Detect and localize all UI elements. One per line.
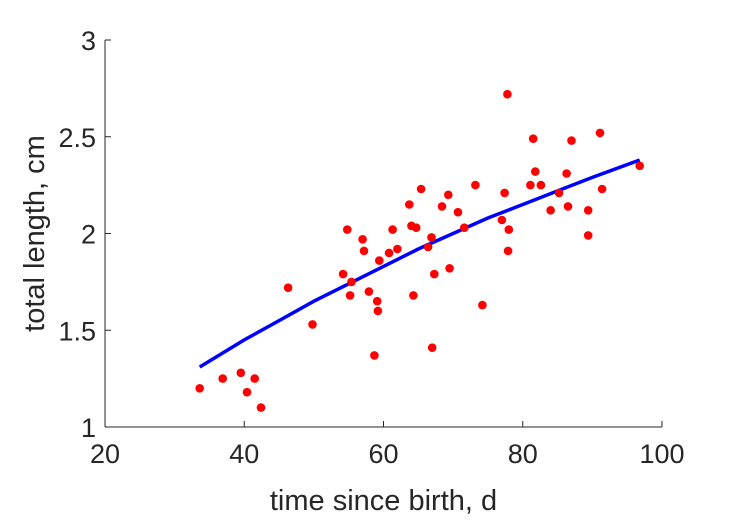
data-point	[358, 235, 367, 244]
data-point	[444, 190, 453, 200]
data-point	[437, 202, 447, 211]
data-point	[256, 403, 266, 412]
data-point	[427, 343, 437, 353]
data-point	[195, 384, 204, 393]
data-point	[635, 161, 644, 171]
x-tick-label: 60	[368, 439, 398, 469]
data-point	[526, 180, 535, 190]
data-point	[393, 244, 402, 254]
data-point	[583, 206, 593, 215]
data-point	[388, 225, 397, 234]
chart-marks	[195, 89, 644, 412]
data-point	[236, 368, 246, 378]
data-point	[504, 225, 514, 234]
x-tick-label: 40	[229, 439, 259, 469]
data-point	[500, 188, 509, 198]
data-point	[567, 136, 576, 145]
data-point	[554, 188, 564, 198]
data-point	[445, 264, 454, 273]
y-tick-label: 2.5	[58, 123, 96, 153]
data-point	[460, 223, 469, 232]
data-point	[359, 246, 369, 256]
data-point	[546, 206, 555, 215]
data-point	[528, 134, 538, 143]
y-tick-label: 2	[81, 220, 96, 250]
y-tick-label: 1.5	[58, 316, 96, 346]
data-point	[384, 248, 394, 258]
data-point	[372, 296, 382, 306]
data-point	[409, 291, 418, 300]
data-point	[343, 225, 352, 234]
data-point	[583, 231, 593, 240]
data-point	[283, 283, 293, 293]
data-point	[503, 89, 512, 99]
data-point	[430, 269, 439, 279]
y-tick-label: 1	[81, 413, 96, 443]
data-point	[503, 246, 513, 256]
data-point	[536, 180, 546, 190]
data-point	[478, 300, 487, 310]
data-point	[453, 207, 463, 217]
x-axis-label: time since birth, d	[270, 485, 497, 517]
data-point	[411, 223, 421, 232]
data-point	[308, 320, 317, 329]
data-point	[375, 256, 384, 265]
data-point	[471, 180, 480, 190]
data-point	[423, 242, 433, 252]
x-tick-label: 100	[639, 439, 684, 469]
data-point	[250, 374, 259, 383]
data-point	[242, 387, 252, 397]
data-point	[218, 374, 227, 383]
data-point	[597, 184, 607, 194]
data-point	[370, 351, 379, 360]
data-point	[338, 269, 348, 279]
data-point	[562, 169, 571, 178]
y-axis-label: total length, cm	[19, 135, 51, 332]
data-point	[497, 215, 507, 225]
x-tick-label: 20	[90, 439, 120, 469]
data-point	[531, 167, 540, 176]
data-point	[405, 200, 414, 209]
data-point	[345, 291, 355, 300]
y-tick-label: 3	[81, 26, 96, 56]
data-point	[563, 202, 573, 211]
data-point	[347, 277, 356, 287]
data-point	[373, 306, 383, 316]
data-point	[427, 233, 436, 242]
data-point	[595, 128, 605, 138]
axes: 20 40 60 80 100 1 1.5 2 2.5 3	[58, 26, 684, 469]
data-point	[364, 287, 374, 296]
data-point	[416, 184, 426, 194]
x-tick-label: 80	[508, 439, 538, 469]
